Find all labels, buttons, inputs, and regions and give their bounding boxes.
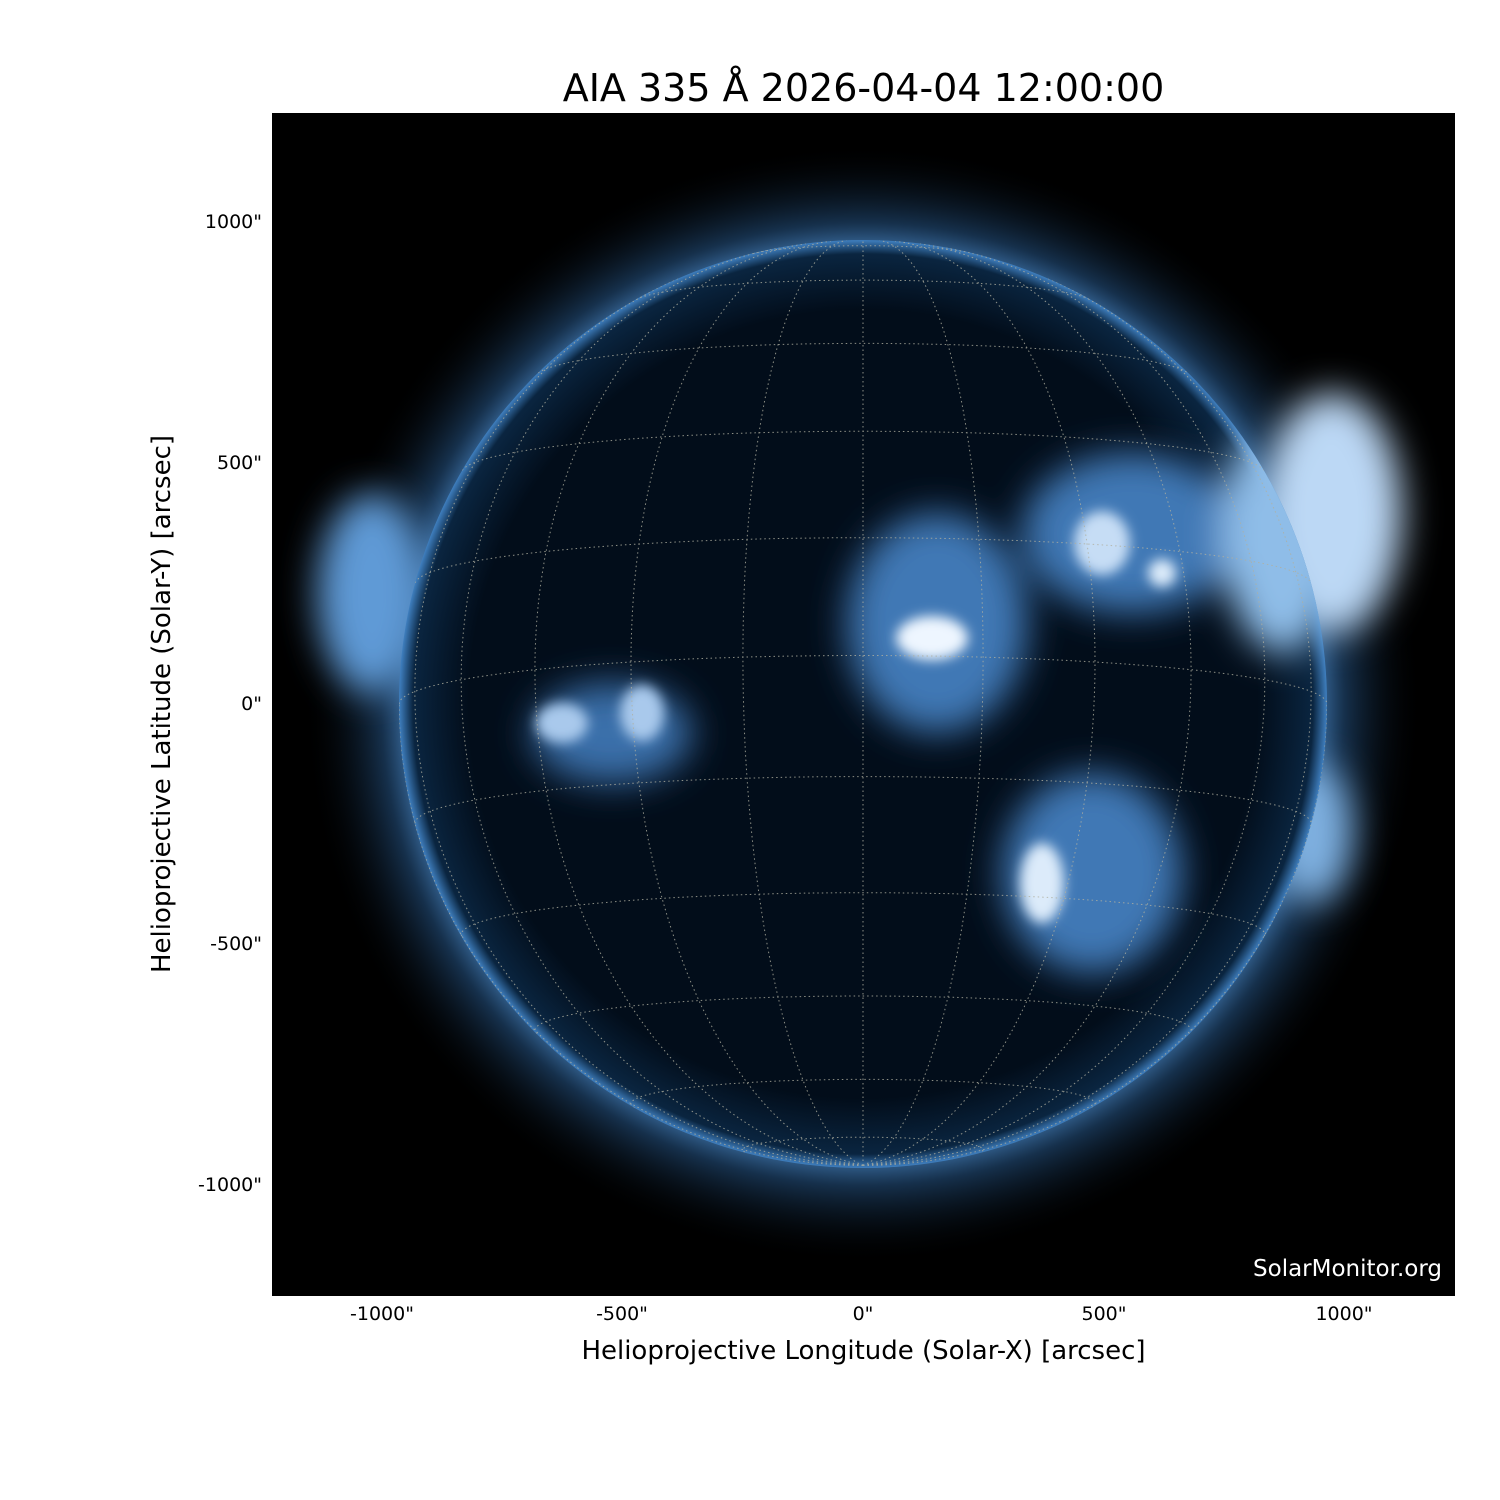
grid-line — [461, 430, 1265, 471]
solar-image — [272, 113, 1455, 1296]
active-regions — [532, 413, 1327, 973]
grid-line — [460, 247, 864, 1166]
x-tick-label: -1000" — [350, 1303, 414, 1325]
grid-line — [414, 776, 1312, 824]
plot-title: AIA 335 Å 2026-04-04 12:00:00 — [562, 66, 1165, 110]
y-tick-label: 1000" — [204, 211, 262, 233]
grid-line — [862, 240, 984, 1166]
grid-line — [537, 342, 1189, 374]
y-tick-label: -500" — [210, 933, 262, 955]
y-tick-label: 500" — [216, 452, 262, 474]
y-axis-label: Helioprojective Latitude (Solar-Y) [arcs… — [147, 434, 177, 974]
y-tick-label: -1000" — [198, 1174, 262, 1196]
heliographic-grid — [399, 240, 1327, 1166]
y-tick-label: 0" — [241, 693, 262, 715]
grid-line — [742, 240, 864, 1166]
x-tick-label: -500" — [596, 1303, 648, 1325]
grid-line — [630, 1078, 1096, 1109]
grid-line — [534, 995, 1192, 1035]
grid-line — [635, 279, 1091, 300]
grid-line — [414, 537, 1312, 584]
solar-disk — [399, 240, 1327, 1168]
x-axis-label: Helioprojective Longitude (Solar-X) [arc… — [581, 1336, 1146, 1366]
grid-line — [460, 892, 1266, 937]
grid-line — [742, 1136, 984, 1153]
watermark: SolarMonitor.org — [1253, 1256, 1442, 1282]
x-tick-label: 1000" — [1315, 1303, 1373, 1325]
grid-line — [862, 247, 1266, 1166]
x-tick-label: 0" — [852, 1303, 874, 1325]
x-tick-label: 500" — [1081, 1303, 1127, 1325]
grid-line — [753, 245, 973, 254]
